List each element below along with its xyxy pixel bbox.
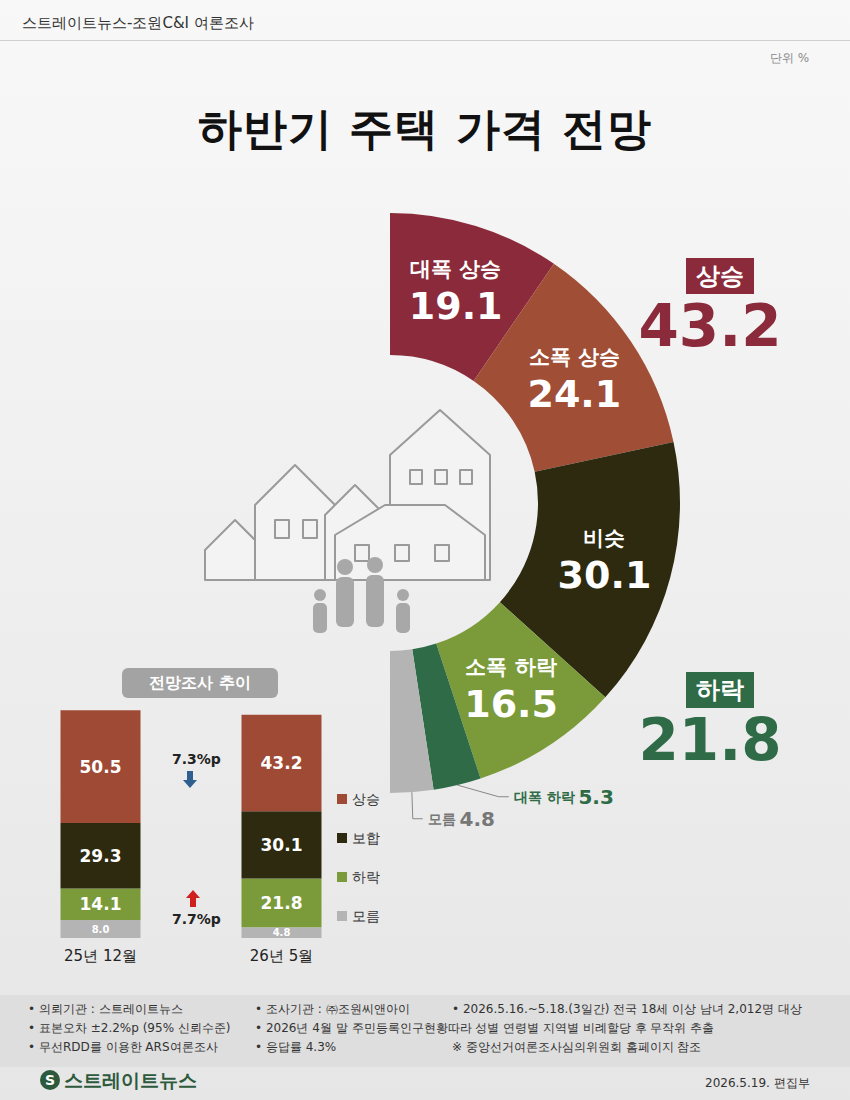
svg-text:43.2: 43.2 [261,753,303,773]
svg-text:4.8: 4.8 [460,807,495,831]
svg-text:14.1: 14.1 [80,894,122,914]
html-text:2026.5.19. 편집부: 2026.5.19. 편집부 [705,1076,810,1090]
svg-text:하락: 하락 [352,869,380,885]
svg-text:7.3%p: 7.3%p [172,751,221,767]
html-text:21.8: 21.8 [638,706,782,774]
html-text:43.2: 43.2 [638,292,782,360]
svg-text:대폭 하락: 대폭 하락 [514,789,575,805]
html-text:• 표본오차 ±2.2%p (95% 신뢰수준): • 표본오차 ±2.2%p (95% 신뢰수준) [28,1021,231,1035]
html-text:스트레이트뉴스: 스트레이트뉴스 [64,1069,197,1091]
svg-text:24.1: 24.1 [527,372,621,416]
html-text:단위 %: 단위 % [770,51,810,65]
html-text:• 응답률 4.3%: • 응답률 4.3% [255,1040,337,1054]
svg-text:21.8: 21.8 [261,893,303,913]
svg-text:상승: 상승 [352,791,380,807]
svg-text:소폭 상승: 소폭 상승 [529,345,620,369]
svg-text:30.1: 30.1 [261,835,303,855]
html-text:※ 중앙선거여론조사심의위원회 홈페이지 참조: ※ 중앙선거여론조사심의위원회 홈페이지 참조 [452,1040,702,1054]
svg-text:29.3: 29.3 [80,846,122,866]
html-text:하반기 주택 가격 전망: 하반기 주택 가격 전망 [198,103,652,154]
svg-text:16.5: 16.5 [464,682,558,726]
svg-text:소폭 하락: 소폭 하락 [465,655,556,679]
svg-text:7.7%p: 7.7%p [172,911,221,927]
html-text:• 2026.5.16.~5.18.(3일간) 전국 18세: • 2026.5.16.~5.18.(3일간) 전국 18세 이상 남녀 2,0… [452,1002,802,1016]
svg-text:대폭 상승: 대폭 상승 [410,257,501,281]
html-text:상승: 상승 [696,262,744,290]
svg-text:25년 12월: 25년 12월 [64,947,137,965]
html-text:• 무선RDD를 이용한 ARS여론조사: • 무선RDD를 이용한 ARS여론조사 [28,1040,218,1054]
svg-text:8.0: 8.0 [92,924,110,935]
html-text:전망조사 추이: 전망조사 추이 [149,673,251,692]
html-text:• 의뢰기관 : 스트레이트뉴스: • 의뢰기관 : 스트레이트뉴스 [28,1002,183,1016]
svg-text:4.8: 4.8 [273,927,291,938]
svg-text:26년 5월: 26년 5월 [250,947,313,965]
svg-text:모름: 모름 [352,908,380,924]
html-text:S: S [45,1072,55,1088]
svg-text:50.5: 50.5 [80,757,122,777]
svg-text:19.1: 19.1 [409,284,503,328]
svg-text:5.3: 5.3 [578,785,613,809]
html-text:스트레이트뉴스-조원C&I 여론조사: 스트레이트뉴스-조원C&I 여론조사 [22,14,254,32]
svg-text:30.1: 30.1 [558,553,652,597]
html-text:• 2026년 4월 말 주민등록인구현황따라 성별 연령별: • 2026년 4월 말 주민등록인구현황따라 성별 연령별 지역별 비례할당 … [255,1021,715,1035]
svg-text:비슷: 비슷 [583,526,625,550]
html-text:하락: 하락 [696,676,744,704]
html-text:• 조사기관 : ㈜조원씨앤아이: • 조사기관 : ㈜조원씨앤아이 [255,1002,410,1016]
svg-text:모름: 모름 [428,811,456,827]
svg-text:보합: 보합 [352,830,380,846]
